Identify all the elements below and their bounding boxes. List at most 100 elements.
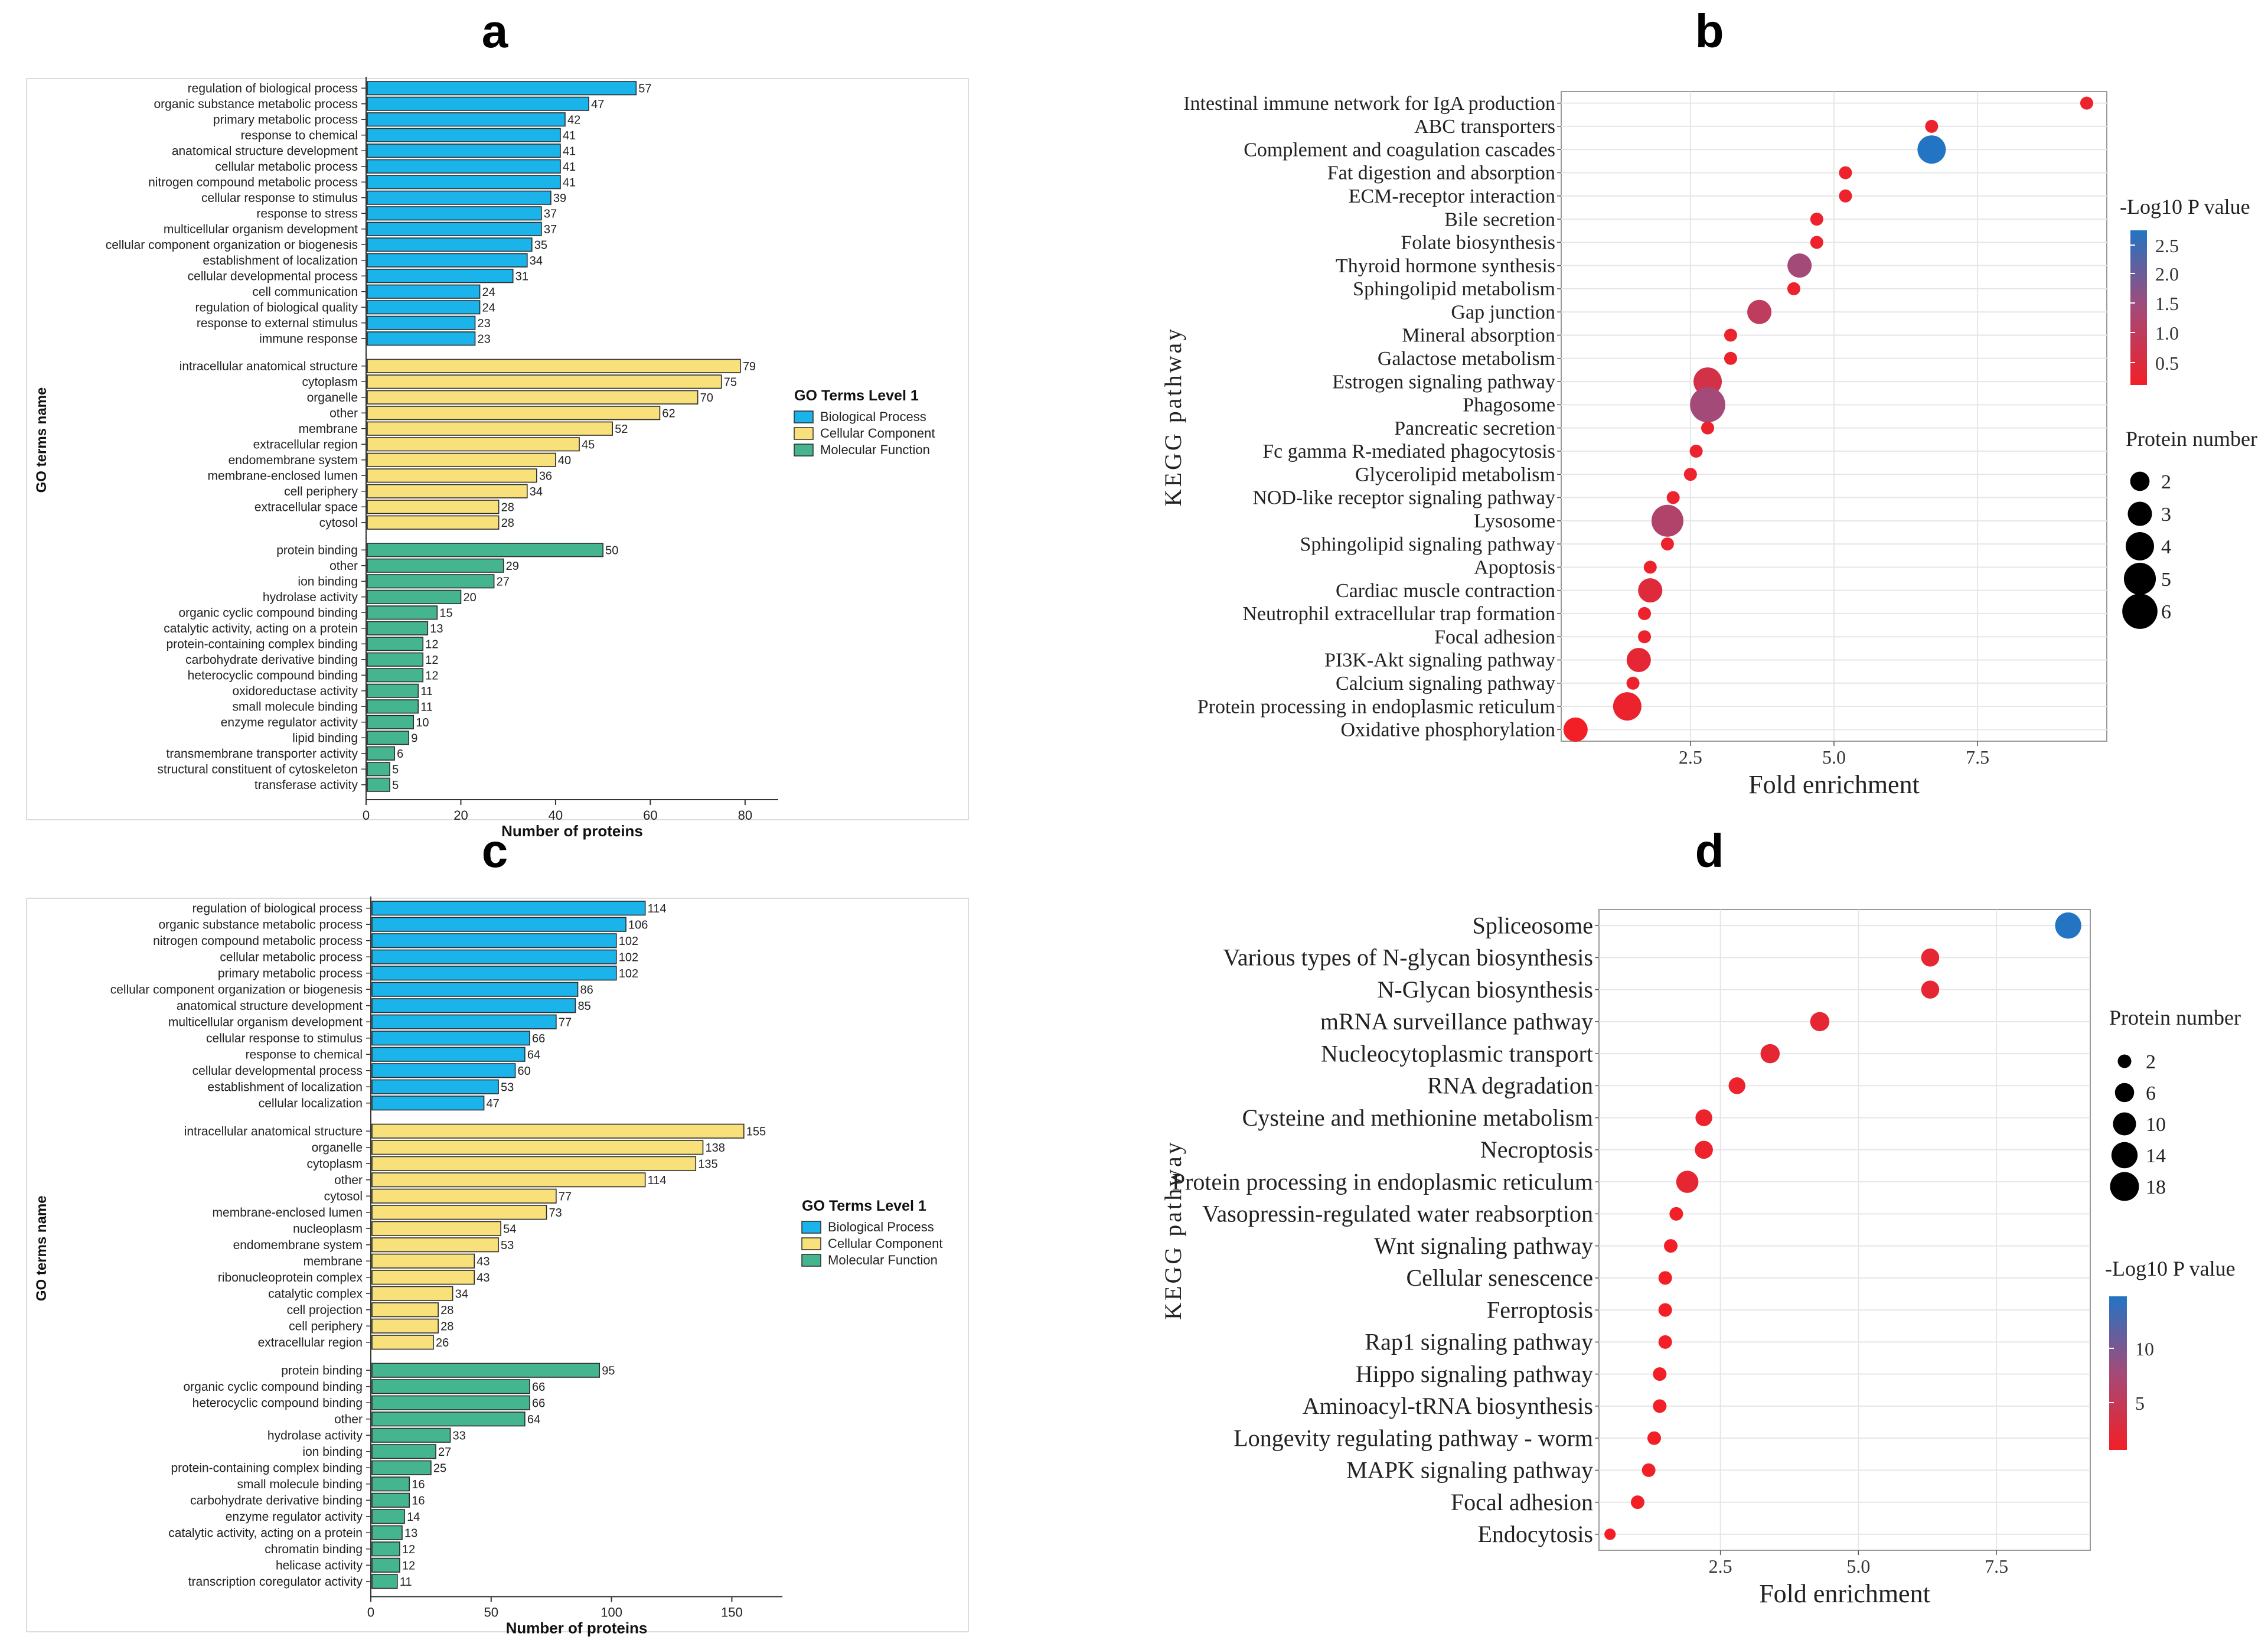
- go-term-label: cellular metabolic process: [220, 950, 363, 964]
- go-bar-value: 28: [501, 501, 514, 514]
- go-bar: [371, 1140, 704, 1155]
- color-legend-title: -Log10 P value: [2105, 1257, 2236, 1280]
- go-term-label: cell projection: [287, 1303, 363, 1317]
- go-term-label: organic cyclic compound binding: [178, 606, 358, 620]
- go-term-label: protein binding: [281, 1364, 363, 1377]
- go-term-label: cell communication: [252, 285, 358, 299]
- enrichment-bubble: [1653, 1367, 1667, 1381]
- go-bar: [367, 406, 661, 420]
- go-bar: [371, 1286, 453, 1301]
- go-term-label: response to stress: [256, 207, 358, 220]
- size-legend-label: 2: [2146, 1051, 2156, 1073]
- go-term-label: catalytic complex: [268, 1287, 363, 1300]
- size-legend-dot: [2130, 471, 2150, 491]
- enrichment-bubble: [1658, 1335, 1672, 1349]
- size-legend-label: 6: [2161, 601, 2171, 623]
- go-bar-value: 75: [724, 376, 737, 389]
- enrichment-bubble: [1664, 1239, 1678, 1253]
- go-term-label: protein binding: [276, 543, 358, 557]
- go-bar: [367, 515, 500, 530]
- legend-swatch: [794, 427, 814, 440]
- enrichment-bubble: [1638, 607, 1652, 620]
- go-term-label: transcription coregulator activity: [188, 1575, 363, 1589]
- go-bar-value: 62: [662, 407, 675, 420]
- go-term-label: intracellular anatomical structure: [180, 360, 358, 373]
- go-bar-value: 31: [515, 270, 528, 283]
- go-bar-value: 12: [425, 654, 438, 667]
- go-bar-value: 12: [425, 669, 438, 682]
- go-bar-value: 79: [743, 360, 756, 373]
- go-bar: [371, 1557, 400, 1573]
- go-bar-value: 16: [412, 1494, 425, 1507]
- go-bar: [371, 1574, 398, 1589]
- go-bar: [367, 621, 429, 635]
- legend-label: Cellular Component: [820, 426, 935, 441]
- go-bar: [367, 315, 476, 330]
- size-legend-dot: [2122, 594, 2158, 629]
- go-term-label: oxidoreductase activity: [233, 684, 358, 698]
- pathway-label: Sphingolipid signaling pathway: [1300, 533, 1555, 555]
- go-bar: [367, 558, 504, 573]
- legend-label: Biological Process: [828, 1220, 934, 1234]
- enrichment-bubble: [1695, 1109, 1712, 1126]
- go-bar: [371, 998, 576, 1013]
- size-legend-label: 5: [2161, 569, 2171, 591]
- go-bar-value: 114: [648, 902, 667, 915]
- go-term-label: other: [334, 1173, 363, 1187]
- legend-label: Molecular Function: [820, 442, 930, 457]
- go-bar-value: 36: [539, 470, 552, 483]
- enrichment-bubble: [1690, 387, 1725, 423]
- go-term-label: hydrolase activity: [263, 591, 358, 604]
- go-bar: [367, 484, 528, 498]
- go-bar-value: 41: [563, 176, 576, 189]
- pathway-label: Mineral absorption: [1402, 325, 1555, 347]
- enrichment-bubble: [1787, 253, 1812, 278]
- pathway-label: ABC transporters: [1414, 116, 1555, 138]
- go-bar: [371, 966, 617, 981]
- go-term-label: cell periphery: [289, 1319, 363, 1333]
- kegg-bubble-chart-d: Spliceosome Various types of N-glycan bio…: [1160, 909, 2241, 1608]
- go-bar-value: 135: [698, 1158, 717, 1171]
- go-term-label: cellular developmental process: [192, 1064, 363, 1078]
- x-tick-label: 100: [601, 1605, 622, 1620]
- x-tick-label: 80: [738, 808, 752, 823]
- go-bar-value: 27: [497, 575, 510, 588]
- enrichment-bubble: [1653, 1399, 1667, 1413]
- go-term-label: cytosol: [319, 516, 358, 530]
- y-axis-title: GO terms name: [34, 387, 50, 493]
- pathway-label: Ferroptosis: [1487, 1296, 1593, 1323]
- go-bar-value: 45: [582, 438, 595, 451]
- go-bar-value: 138: [705, 1142, 725, 1155]
- go-bar: [367, 668, 424, 683]
- go-bar: [367, 190, 552, 205]
- enrichment-bubble: [1626, 647, 1651, 673]
- go-bar: [371, 1014, 557, 1029]
- pathway-label: Hippo signaling pathway: [1356, 1361, 1593, 1387]
- go-term-label: membrane-enclosed lumen: [208, 469, 358, 483]
- enrichment-bubble: [1669, 1207, 1683, 1221]
- x-axis-title: Fold enrichment: [1748, 770, 1920, 799]
- size-legend-dot: [2117, 1054, 2132, 1068]
- pathway-label: Folate biosynthesis: [1401, 232, 1555, 254]
- go-term-label: catalytic activity, acting on a protein: [168, 1526, 363, 1540]
- go-term-label: other: [334, 1413, 363, 1426]
- enrichment-bubble: [1660, 537, 1674, 551]
- size-legend-label: 10: [2146, 1114, 2166, 1136]
- legend-label: Molecular Function: [828, 1253, 938, 1267]
- enrichment-bubble: [1683, 468, 1697, 481]
- go-term-label: response to chemical: [246, 1048, 363, 1061]
- enrichment-bubble: [1604, 1528, 1616, 1540]
- go-term-label: cellular component organization or bioge…: [106, 238, 358, 252]
- go-bar: [367, 605, 438, 620]
- enrichment-bubble: [1666, 491, 1680, 504]
- go-term-label: endomembrane system: [229, 454, 358, 467]
- enrichment-bubble: [1747, 299, 1772, 324]
- go-bar: [371, 1541, 400, 1557]
- go-bar: [371, 1063, 516, 1078]
- go-bar: [371, 1379, 530, 1394]
- enrichment-bubble: [1921, 980, 1940, 999]
- go-bar: [371, 1460, 432, 1475]
- plot-panel: [1598, 909, 2091, 1551]
- go-bar: [367, 699, 419, 714]
- legend-swatch: [794, 444, 814, 457]
